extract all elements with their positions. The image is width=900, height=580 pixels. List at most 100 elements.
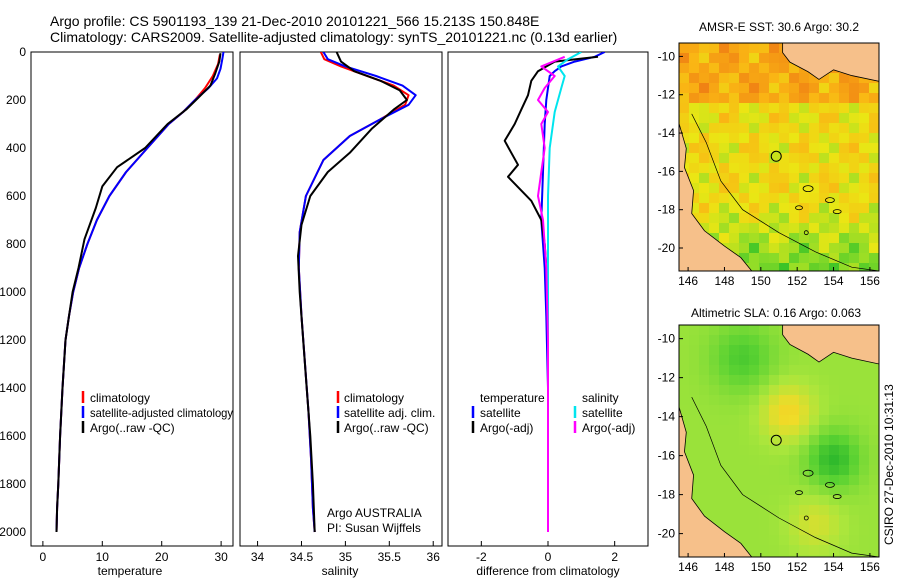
map-cell [699, 123, 710, 134]
map-cell [789, 103, 800, 114]
map-cell [869, 213, 879, 224]
map-cell [829, 355, 840, 366]
map-cell [719, 495, 730, 506]
map-cell [739, 485, 750, 496]
map-cell [839, 243, 850, 254]
map-cell [719, 455, 730, 466]
map-cell [789, 263, 800, 271]
map-cell [789, 355, 800, 366]
map-cell [779, 475, 790, 486]
map-cell [799, 385, 810, 396]
legend-label: satellite adj. clim. [344, 406, 435, 420]
map-cell [819, 415, 830, 426]
map-cell [739, 113, 750, 124]
map-cell [809, 405, 820, 416]
map-cell [849, 535, 860, 546]
map-cell [829, 385, 840, 396]
map-cell [699, 103, 710, 114]
map-cell [689, 465, 700, 476]
map-cell [759, 525, 770, 536]
map-cell [859, 415, 870, 426]
map-cell [869, 485, 879, 496]
map-cell [759, 183, 770, 194]
map-cell [819, 455, 830, 466]
map-cell [739, 143, 750, 154]
map-cell [849, 425, 860, 436]
map-cell [809, 355, 820, 366]
map-cell [759, 385, 770, 396]
map-cell [689, 395, 700, 406]
map-cell [759, 43, 770, 54]
map-cell [819, 233, 830, 244]
map-cell [729, 485, 740, 496]
map-cell [719, 505, 730, 516]
map-cell [779, 485, 790, 496]
map-cell [719, 153, 730, 164]
map-cell [749, 335, 760, 346]
map-cell [769, 555, 780, 557]
temperature-axes [30, 51, 234, 547]
map-x-tick-label: 156 [860, 274, 880, 288]
map-cell [789, 495, 800, 506]
map-cell [739, 435, 750, 446]
legend-label: climatology [344, 391, 404, 405]
map-cell [709, 173, 720, 184]
map-cell [869, 163, 879, 174]
map-cell [789, 545, 800, 556]
reef-outline [795, 490, 803, 496]
map-cell [729, 93, 740, 104]
map-cell [869, 123, 879, 134]
map-cell [729, 43, 740, 54]
map-cell [849, 435, 860, 446]
map-cell [739, 153, 750, 164]
map-cell [709, 325, 720, 336]
map-cell [749, 253, 760, 264]
map-cell [769, 375, 780, 386]
map-cell [739, 395, 750, 406]
reef-outline [803, 230, 809, 236]
land-australia [679, 406, 753, 557]
map-cell [869, 243, 879, 254]
sst-map-title: AMSR-E SST: 30.6 Argo: 30.2 [699, 20, 859, 34]
map-cell [869, 233, 879, 244]
map-cell [779, 183, 790, 194]
map-cell [689, 63, 700, 74]
map-x-tick-label: 150 [751, 560, 771, 574]
map-cell [849, 133, 860, 144]
map-cell [719, 53, 730, 64]
map-cell [719, 375, 730, 386]
map-cell [859, 243, 870, 254]
map-cell [749, 143, 760, 154]
map-cell [769, 415, 780, 426]
legend-label: satellite-adjusted climatology [90, 406, 233, 420]
map-cell [809, 515, 820, 526]
map-cell [689, 405, 700, 416]
map-cell [679, 133, 690, 144]
map-cell [779, 555, 790, 557]
map-cell [719, 213, 730, 224]
map-cell [709, 63, 720, 74]
map-cell [809, 485, 820, 496]
map-cell [849, 395, 860, 406]
map-cell [869, 525, 879, 536]
map-cell [829, 525, 840, 536]
map-x-tick-label: 154 [824, 274, 844, 288]
footer-pi: PI: Susan Wijffels [327, 521, 421, 535]
map-cell [689, 53, 700, 64]
map-cell [779, 113, 790, 124]
map-cell [689, 485, 700, 496]
map-cell [779, 495, 790, 506]
map-cell [709, 203, 720, 214]
sla-map [679, 325, 879, 557]
map-cell [819, 213, 830, 224]
map-cell [709, 223, 720, 234]
map-cell [699, 445, 710, 456]
map-cell [759, 395, 770, 406]
depth-tick-labels: 0 200 400 600 800 1000 1200 1400 1600 1800 2000 [0, 45, 26, 539]
map-cell [749, 415, 760, 426]
map-x-tick-label: 148 [714, 560, 734, 574]
map-cell [829, 475, 840, 486]
sla-map-ticks: 146 148 150 152 154 156 -10 -12 -14 -16 -18 -20 [658, 332, 881, 574]
series-line [540, 52, 606, 532]
map-cell [709, 395, 720, 406]
